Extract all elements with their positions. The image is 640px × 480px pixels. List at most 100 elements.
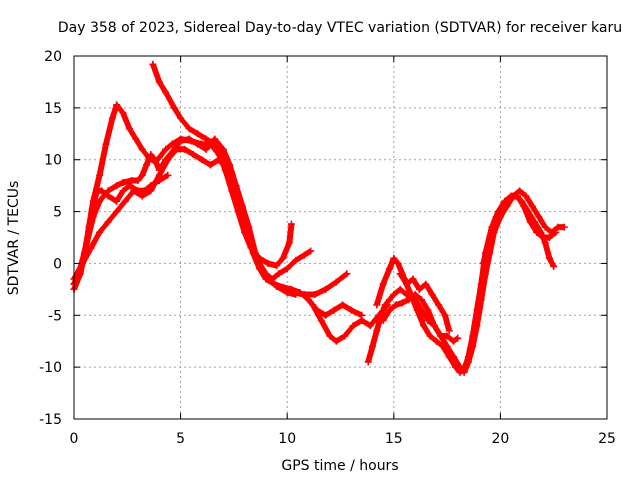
data-point xyxy=(439,342,447,350)
data-point xyxy=(531,218,539,226)
data-point xyxy=(275,270,283,278)
data-point xyxy=(409,275,417,283)
data-point xyxy=(428,291,436,299)
data-point xyxy=(189,151,197,159)
data-point xyxy=(217,145,225,153)
data-point xyxy=(366,322,374,330)
data-point xyxy=(142,161,150,169)
y-tick-label: 15 xyxy=(44,101,62,117)
data-point xyxy=(281,286,289,294)
data-marker-band xyxy=(365,187,568,376)
data-point xyxy=(181,145,189,153)
data-points xyxy=(70,60,568,376)
data-point xyxy=(541,223,549,231)
data-point xyxy=(138,145,146,153)
data-point xyxy=(332,278,340,286)
data-point xyxy=(309,301,317,309)
series-trace-12 xyxy=(479,192,558,271)
data-point xyxy=(202,135,210,143)
x-tick-label: 0 xyxy=(70,431,79,447)
data-point xyxy=(119,109,127,117)
data-point xyxy=(560,223,568,231)
data-point xyxy=(550,263,558,271)
data-point xyxy=(224,161,232,169)
data-point xyxy=(339,301,347,309)
data-point xyxy=(121,197,129,205)
data-point xyxy=(125,125,133,133)
data-point xyxy=(149,60,157,68)
data-point xyxy=(147,187,155,195)
data-point xyxy=(373,327,381,335)
data-point xyxy=(125,182,133,190)
data-point xyxy=(89,208,97,216)
y-tick-label: 20 xyxy=(44,49,62,65)
data-point xyxy=(87,244,95,252)
data-point xyxy=(456,368,464,376)
data-point xyxy=(445,327,453,335)
data-point xyxy=(537,228,545,236)
data-point xyxy=(364,358,372,366)
data-point xyxy=(415,285,423,293)
grid xyxy=(74,56,607,419)
data-point xyxy=(264,259,272,267)
data-point xyxy=(155,171,163,179)
data-point xyxy=(243,223,251,231)
data-point xyxy=(113,101,121,109)
data-point xyxy=(379,316,387,324)
data-point xyxy=(98,187,106,195)
data-point xyxy=(373,301,381,309)
data-point xyxy=(172,145,180,153)
data-point xyxy=(398,299,406,307)
data-point xyxy=(505,197,513,205)
data-point xyxy=(479,259,487,267)
data-point xyxy=(155,154,163,162)
data-point xyxy=(411,291,419,299)
axis-ticks: 0 5 10 15 20 25 -15 -10 -5 0 5 10 15 20 xyxy=(39,49,616,447)
data-point xyxy=(155,78,163,86)
series-trace-6 xyxy=(273,270,351,299)
data-point xyxy=(545,254,553,262)
data-point xyxy=(262,270,270,278)
y-tick-label: -15 xyxy=(39,412,62,428)
data-point xyxy=(441,311,449,319)
data-point xyxy=(322,285,330,293)
x-tick-label: 20 xyxy=(491,431,509,447)
series-trace-11 xyxy=(396,270,453,335)
data-point xyxy=(477,280,485,288)
data-point xyxy=(528,202,536,210)
data-point xyxy=(102,140,110,148)
data-point xyxy=(104,192,112,200)
data-point xyxy=(290,288,298,296)
data-point xyxy=(300,251,308,259)
data-point xyxy=(307,247,315,255)
data-point xyxy=(104,218,112,226)
y-axis-label: SDTVAR / TECUs xyxy=(6,181,22,296)
data-point xyxy=(545,234,553,241)
data-point xyxy=(511,192,519,200)
data-point xyxy=(452,363,460,371)
data-point xyxy=(454,334,462,342)
x-tick-label: 10 xyxy=(278,431,296,447)
data-point xyxy=(85,228,93,236)
data-point xyxy=(119,187,127,195)
data-point xyxy=(255,259,263,267)
data-point xyxy=(317,316,325,324)
data-point xyxy=(396,285,404,293)
data-point xyxy=(394,259,402,267)
data-point xyxy=(91,192,99,200)
data-point xyxy=(194,140,202,148)
data-point xyxy=(230,182,238,190)
data-point xyxy=(347,306,355,314)
data-point xyxy=(358,316,366,324)
data-point xyxy=(518,197,526,205)
data-point xyxy=(522,192,530,200)
data-point xyxy=(151,156,159,164)
series-trace-7 xyxy=(300,291,391,345)
x-tick-label: 15 xyxy=(385,431,403,447)
data-point xyxy=(138,171,146,179)
data-point xyxy=(426,332,434,340)
data-point xyxy=(119,179,127,187)
data-point xyxy=(96,171,104,179)
data-point xyxy=(283,265,291,273)
data-point xyxy=(516,187,524,195)
